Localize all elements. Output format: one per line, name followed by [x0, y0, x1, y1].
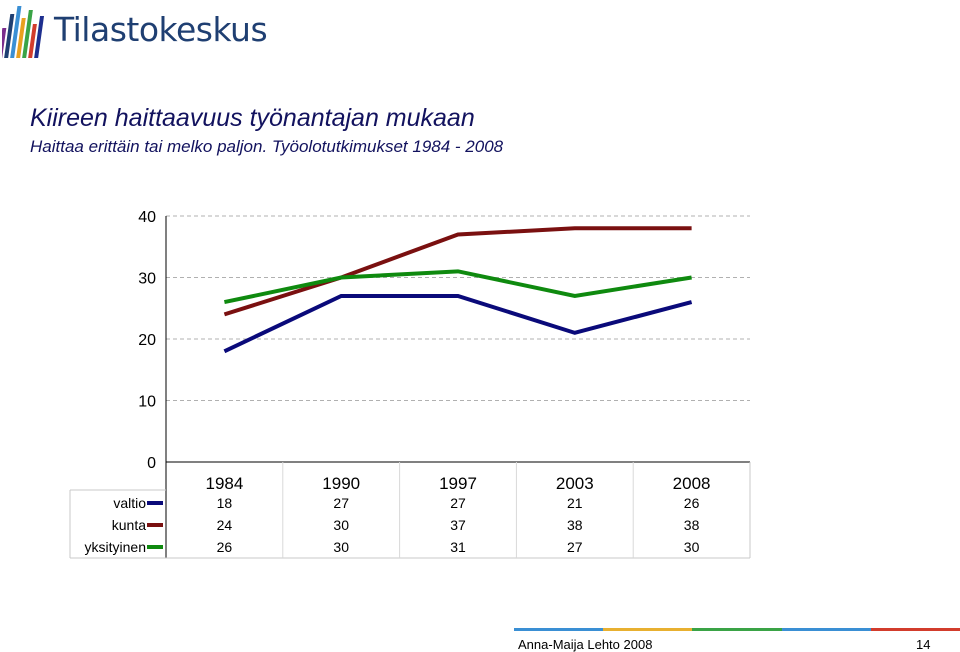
y-tick-label: 20: [138, 332, 156, 349]
y-tick-label: 30: [138, 271, 156, 288]
y-tick-label: 0: [147, 455, 156, 472]
legend-label: valtio: [113, 495, 146, 511]
footer-bar-segment: [514, 628, 604, 631]
x-tick-label: 1984: [205, 474, 243, 493]
table-cell: 38: [684, 517, 700, 533]
table-cell: 18: [217, 495, 233, 511]
table-cell: 30: [333, 517, 349, 533]
table-cell: 27: [333, 495, 349, 511]
logo-bar: [34, 16, 45, 58]
footer-bar-segment: [603, 628, 693, 631]
line-chart: 0 10 20 30 40 1984 1990 1997 2003 2008 valtio 18 27 2…: [69, 209, 751, 559]
table-cell: 37: [450, 517, 466, 533]
x-tick-label: 2008: [673, 474, 711, 493]
table-cell: 24: [217, 517, 233, 533]
table-cell: 30: [333, 539, 349, 555]
logo-bar: [16, 18, 26, 58]
series-line-kunta: [223, 226, 692, 317]
x-tick-label: 1990: [322, 474, 360, 493]
footer-bar-segment: [781, 628, 871, 631]
table-cell: 26: [684, 495, 700, 511]
slide-subtitle: Haittaa erittäin tai melko paljon. Työol…: [30, 137, 504, 156]
series-line-yksityinen: [223, 269, 692, 305]
x-tick-label: 1997: [439, 474, 477, 493]
x-tick-label: 2003: [556, 474, 594, 493]
logo-bar: [28, 24, 37, 58]
table-cell: 30: [684, 539, 700, 555]
tilastokeskus-logo: [2, 6, 45, 58]
footer-bar-segment: [870, 628, 960, 631]
footer-author: Anna-Maija Lehto 2008: [518, 637, 653, 652]
page-number: 14: [916, 637, 931, 652]
logo-bar: [22, 10, 33, 58]
logo-bar: [10, 6, 22, 58]
table-cell: 27: [450, 495, 466, 511]
legend-label: kunta: [112, 517, 146, 533]
footer-bar-segment: [692, 628, 782, 631]
y-tick-label: 40: [138, 209, 156, 226]
logo-bar: [4, 14, 15, 58]
brand-name: Tilastokeskus: [54, 10, 268, 49]
table-cell: 21: [567, 495, 583, 511]
legend-label: yksityinen: [85, 539, 146, 555]
table-cell: 38: [567, 517, 583, 533]
y-tick-label: 10: [138, 394, 156, 411]
table-cell: 31: [450, 539, 466, 555]
slide-title: Kiireen haittaavuus työnantajan mukaan: [30, 104, 475, 132]
table-cell: 26: [217, 539, 233, 555]
table-cell: 27: [567, 539, 583, 555]
series-line-valtio: [223, 293, 693, 354]
logo-bar: [2, 28, 7, 58]
